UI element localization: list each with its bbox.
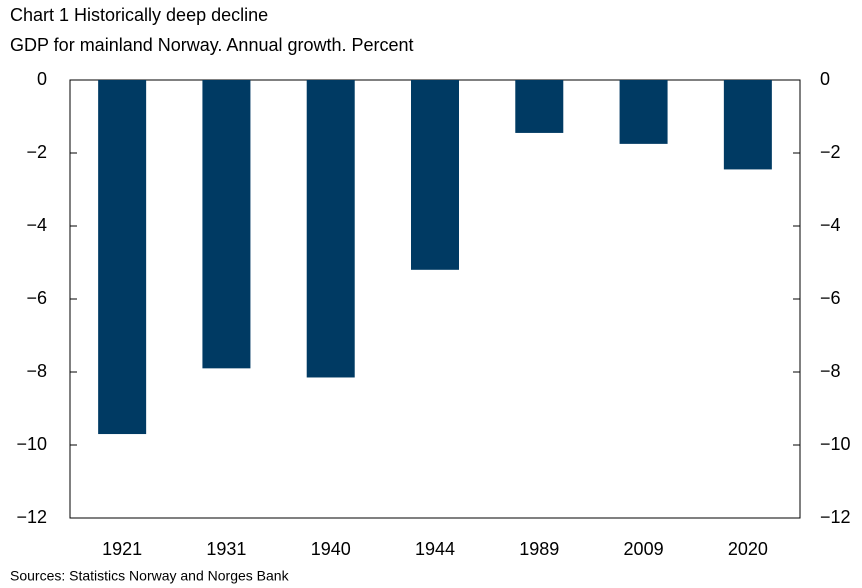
x-tick-label: 2020 bbox=[728, 539, 768, 559]
x-tick-label: 1921 bbox=[102, 539, 142, 559]
source-note: Sources: Statistics Norway and Norges Ba… bbox=[10, 568, 290, 584]
y-tick-label: −6 bbox=[26, 288, 47, 308]
chart-subtitle: GDP for mainland Norway. Annual growth. … bbox=[10, 35, 414, 55]
y-tick-label: −2 bbox=[26, 142, 47, 162]
y2-tick-label: −12 bbox=[820, 507, 851, 527]
bar bbox=[723, 80, 772, 170]
y-tick-label: −4 bbox=[26, 215, 47, 235]
y-tick-label: −8 bbox=[26, 361, 47, 381]
bar bbox=[619, 80, 668, 144]
x-tick-label: 1940 bbox=[311, 539, 351, 559]
bar bbox=[515, 80, 564, 133]
bar bbox=[411, 80, 459, 270]
y2-tick-label: −8 bbox=[820, 361, 841, 381]
y2-tick-label: −4 bbox=[820, 215, 841, 235]
bar bbox=[306, 80, 355, 378]
chart-title: Chart 1 Historically deep decline bbox=[10, 5, 268, 25]
y-tick-label: −12 bbox=[16, 507, 47, 527]
y2-tick-label: −2 bbox=[820, 142, 841, 162]
y2-tick-label: −6 bbox=[820, 288, 841, 308]
y2-tick-label: −10 bbox=[820, 434, 851, 454]
y2-tick-label: 0 bbox=[820, 69, 830, 89]
x-tick-label: 1989 bbox=[519, 539, 559, 559]
bar bbox=[98, 80, 147, 435]
y-tick-label: −10 bbox=[16, 434, 47, 454]
x-tick-label: 2009 bbox=[624, 539, 664, 559]
bar bbox=[202, 80, 251, 369]
x-tick-label: 1944 bbox=[415, 539, 455, 559]
x-tick-label: 1931 bbox=[206, 539, 246, 559]
y-tick-label: 0 bbox=[37, 69, 47, 89]
